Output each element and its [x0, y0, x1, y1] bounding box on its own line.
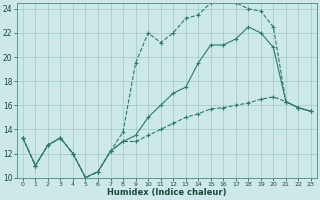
X-axis label: Humidex (Indice chaleur): Humidex (Indice chaleur): [107, 188, 227, 197]
